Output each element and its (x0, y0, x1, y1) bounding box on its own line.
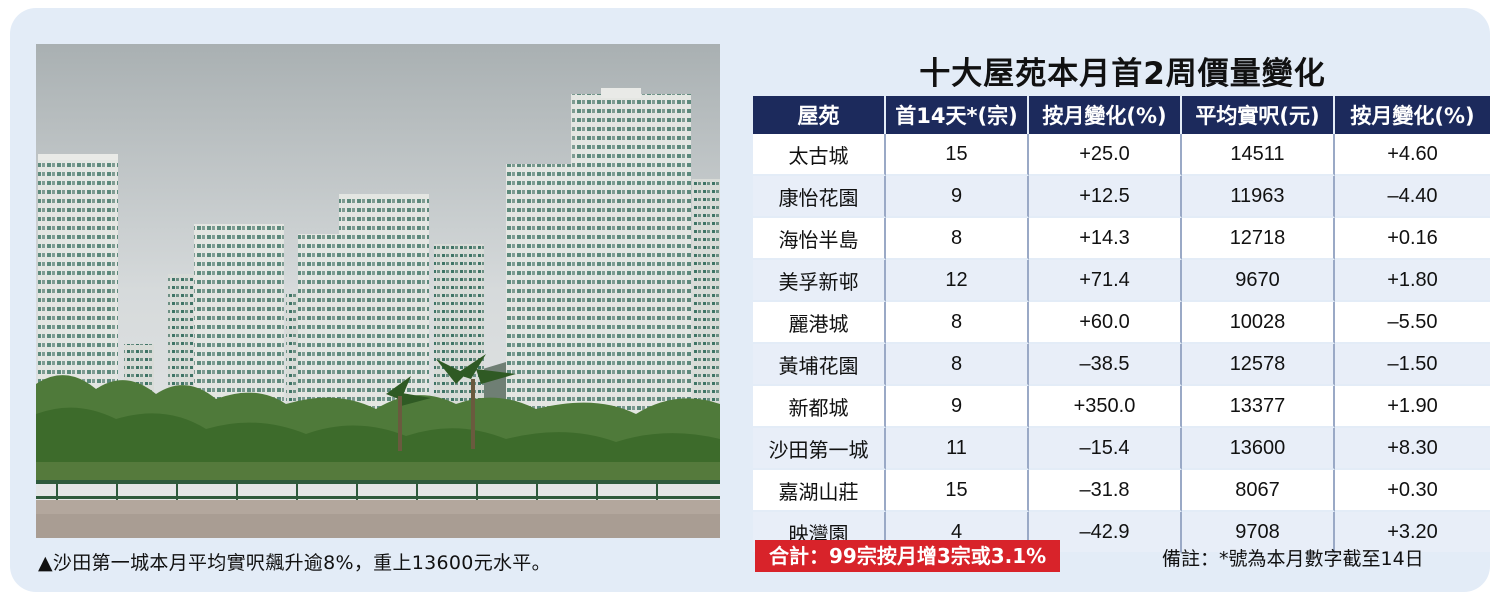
cell-price: 11963 (1182, 176, 1335, 218)
table-row: 嘉湖山莊 15 –31.8 8067 +0.30 (753, 470, 1490, 512)
cell-deals: 15 (886, 134, 1029, 176)
cell-price-change: +3.20 (1335, 512, 1490, 554)
cell-estate: 新都城 (753, 386, 886, 428)
cell-deals-change: +350.0 (1029, 386, 1182, 428)
cell-estate: 海怡半島 (753, 218, 886, 260)
header-estate: 屋苑 (753, 96, 886, 134)
cell-price: 13600 (1182, 428, 1335, 470)
cell-deals-change: +60.0 (1029, 302, 1182, 344)
cell-estate: 黃埔花園 (753, 344, 886, 386)
table-row: 沙田第一城 11 –15.4 13600 +8.30 (753, 428, 1490, 470)
cell-price-change: +4.60 (1335, 134, 1490, 176)
cell-deals-change: –15.4 (1029, 428, 1182, 470)
cell-price-change: +1.90 (1335, 386, 1490, 428)
header-deals-change: 按月變化(%) (1029, 96, 1182, 134)
cell-deals-change: –31.8 (1029, 470, 1182, 512)
footnote: 備註：*號為本月數字截至14日 (1162, 548, 1424, 570)
cell-deals: 8 (886, 218, 1029, 260)
cell-deals-change: +12.5 (1029, 176, 1182, 218)
table-title: 十大屋苑本月首2周價量變化 (919, 56, 1326, 92)
cell-price-change: +0.16 (1335, 218, 1490, 260)
cell-deals-change: +25.0 (1029, 134, 1182, 176)
cell-deals: 11 (886, 428, 1029, 470)
header-deals: 首14天*(宗) (886, 96, 1029, 134)
cell-deals: 9 (886, 176, 1029, 218)
table-row: 新都城 9 +350.0 13377 +1.90 (753, 386, 1490, 428)
cell-deals: 12 (886, 260, 1029, 302)
table-row: 康怡花園 9 +12.5 11963 –4.40 (753, 176, 1490, 218)
cell-price-change: +1.80 (1335, 260, 1490, 302)
cell-price: 8067 (1182, 470, 1335, 512)
total-summary-badge: 合計：99宗按月增3宗或3.1% (755, 540, 1061, 572)
estate-photo (36, 44, 720, 538)
cell-estate: 嘉湖山莊 (753, 470, 886, 512)
cell-estate: 康怡花園 (753, 176, 886, 218)
cell-estate: 麗港城 (753, 302, 886, 344)
cell-price: 14511 (1182, 134, 1335, 176)
cell-estate: 太古城 (753, 134, 886, 176)
cell-price-change: +8.30 (1335, 428, 1490, 470)
cell-deals: 8 (886, 302, 1029, 344)
cell-estate: 美孚新邨 (753, 260, 886, 302)
cell-price-change: –1.50 (1335, 344, 1490, 386)
table-row: 美孚新邨 12 +71.4 9670 +1.80 (753, 260, 1490, 302)
cell-deals: 8 (886, 344, 1029, 386)
cell-deals-change: +71.4 (1029, 260, 1182, 302)
cell-estate: 沙田第一城 (753, 428, 886, 470)
cell-price: 9708 (1182, 512, 1335, 554)
cell-price-change: –4.40 (1335, 176, 1490, 218)
header-price-change: 按月變化(%) (1335, 96, 1490, 134)
cell-deals: 15 (886, 470, 1029, 512)
cell-price: 9670 (1182, 260, 1335, 302)
cell-price-change: –5.50 (1335, 302, 1490, 344)
cell-price: 10028 (1182, 302, 1335, 344)
article-panel: ▲沙田第一城本月平均實呎飆升逾8%，重上13600元水平。 十大屋苑本月首2周價… (10, 8, 1490, 592)
estate-table: 屋苑 首14天*(宗) 按月變化(%) 平均實呎(元) 按月變化(%) 太古城 … (753, 96, 1490, 554)
cell-price-change: +0.30 (1335, 470, 1490, 512)
cell-deals-change: +14.3 (1029, 218, 1182, 260)
photo-caption: ▲沙田第一城本月平均實呎飆升逾8%，重上13600元水平。 (38, 552, 551, 574)
cell-price: 12578 (1182, 344, 1335, 386)
cell-price: 12718 (1182, 218, 1335, 260)
table-row: 海怡半島 8 +14.3 12718 +0.16 (753, 218, 1490, 260)
table-row: 麗港城 8 +60.0 10028 –5.50 (753, 302, 1490, 344)
table-row: 太古城 15 +25.0 14511 +4.60 (753, 134, 1490, 176)
table-header-row: 屋苑 首14天*(宗) 按月變化(%) 平均實呎(元) 按月變化(%) (753, 96, 1490, 134)
cell-price: 13377 (1182, 386, 1335, 428)
cell-deals-change: –38.5 (1029, 344, 1182, 386)
header-price: 平均實呎(元) (1182, 96, 1335, 134)
cell-deals: 9 (886, 386, 1029, 428)
table-row: 黃埔花園 8 –38.5 12578 –1.50 (753, 344, 1490, 386)
